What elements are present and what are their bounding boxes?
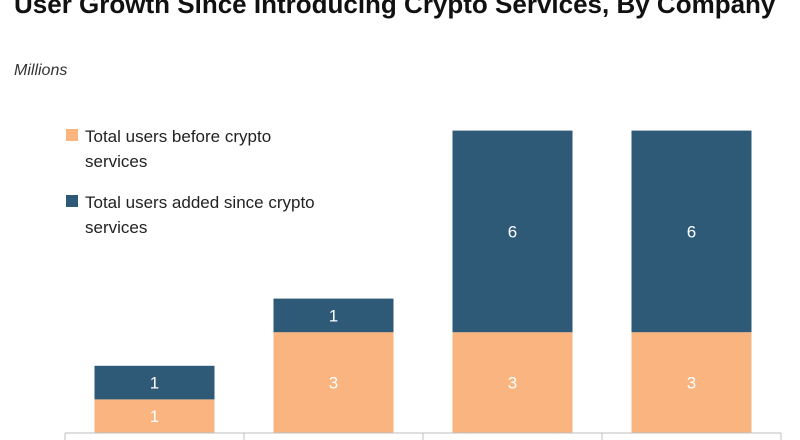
bar-before-3: [631, 332, 752, 433]
bar-added-0: [94, 365, 215, 400]
legend-item-added: Total users added since crypto services: [66, 190, 326, 240]
legend-item-before: Total users before crypto services: [66, 124, 326, 174]
data-label-added-2: 6: [508, 222, 517, 241]
legend-label-added: Total users added since crypto services: [85, 193, 315, 237]
data-label-before-1: 3: [329, 374, 338, 393]
data-label-before-0: 1: [150, 407, 159, 426]
bar-before-0: [94, 399, 215, 433]
data-label-before-3: 3: [687, 374, 696, 393]
data-label-added-3: 6: [687, 222, 696, 241]
data-label-added-1: 1: [329, 306, 338, 325]
legend-swatch-before: [66, 129, 78, 141]
chart-title: User Growth Since Introducing Crypto Ser…: [14, 0, 776, 19]
legend-swatch-added: [66, 195, 78, 207]
data-label-added-0: 1: [150, 374, 159, 393]
bar-added-1: [273, 298, 394, 333]
chart-subtitle: Millions: [14, 62, 68, 79]
legend: Total users before crypto services Total…: [66, 124, 326, 256]
bar-added-2: [452, 130, 573, 333]
legend-label-before: Total users before crypto services: [85, 127, 272, 171]
data-label-before-2: 3: [508, 374, 517, 393]
bar-before-1: [273, 332, 394, 433]
bar-added-3: [631, 130, 752, 333]
bar-before-2: [452, 332, 573, 433]
